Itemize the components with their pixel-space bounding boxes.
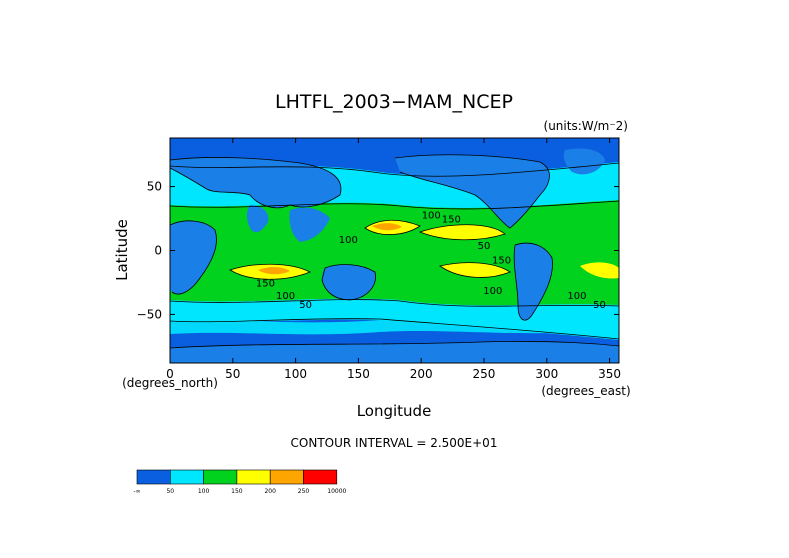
colorbar-level-label: 50: [166, 488, 174, 495]
contour-label: 50: [593, 300, 606, 311]
colorbar-swatch: [203, 469, 238, 485]
flux-band-200-south-atl: [580, 262, 619, 279]
flux-band-200-east-pac: [440, 262, 510, 278]
contour-lines: [170, 154, 619, 349]
colorbar-level-label: 100: [198, 488, 210, 495]
x-tick-label: 150: [347, 367, 370, 381]
coastline: [170, 157, 342, 209]
coastline: [321, 264, 376, 301]
contour-label: 150: [442, 214, 461, 225]
x-tick-label: 250: [473, 367, 496, 381]
colorbar-level-label: -∞: [133, 488, 140, 495]
x-axis: 0 50 100 150 200 250 300 350: [166, 138, 621, 381]
x-tick-label: 0: [166, 367, 174, 381]
contour-label: 50: [478, 241, 491, 252]
x-tick-label: 200: [410, 367, 433, 381]
contour-label: 100: [483, 286, 502, 297]
x-axis-label: Longitude: [357, 402, 432, 420]
contour-line: [170, 162, 619, 177]
colorbar-swatch: [236, 469, 271, 485]
y-tick-label: −50: [137, 307, 162, 321]
colorbar-level-label: 150: [231, 488, 243, 495]
colorbar-level-label: 200: [264, 488, 276, 495]
land-india: [247, 205, 269, 233]
land-africa: [170, 220, 217, 295]
colorbar-swatch: [303, 469, 338, 485]
x-tick-label: 100: [284, 367, 307, 381]
colorbar-swatch: [269, 469, 304, 485]
flux-band-250-south: [258, 267, 290, 275]
colorbar-swatch: [170, 469, 204, 485]
contour-line: [229, 263, 311, 280]
units-label: (units:W/m⁻2): [544, 119, 628, 133]
y-tick-label: 50: [147, 180, 162, 194]
x-tick-label: 350: [598, 367, 621, 381]
contour-label: 50: [299, 300, 312, 311]
flux-band-250: [372, 223, 402, 231]
colorbar-level-label: 10000: [327, 488, 346, 495]
land-antarctica: [170, 341, 619, 363]
contour-label: 100: [276, 291, 295, 302]
y-axis: 50 0 −50: [137, 180, 619, 321]
contour-line: [418, 224, 506, 241]
contour-label: 150: [256, 278, 275, 289]
x-tick-label: 300: [535, 367, 558, 381]
colorbar-swatch: [136, 469, 171, 485]
x-units-note: (degrees_east): [541, 384, 630, 398]
contour-interval: CONTOUR INTERVAL = 2.500E+01: [291, 436, 498, 450]
contour-line: [170, 200, 619, 210]
x-tick-label: 50: [225, 367, 240, 381]
contour-line: [439, 262, 511, 278]
flux-band-200-pacific: [420, 224, 505, 240]
flux-band-100: [170, 200, 619, 306]
land-australia: [322, 264, 376, 300]
contour-line: [170, 318, 619, 340]
flux-band-southern: [170, 318, 619, 335]
coastline: [394, 154, 550, 229]
contour-line: [170, 299, 619, 307]
contour-label: 100: [567, 291, 586, 302]
land-eurasia: [170, 157, 341, 208]
contour-line: [364, 219, 421, 235]
contour-label: 100: [422, 211, 441, 222]
y-units-note: (degrees_north): [122, 376, 218, 390]
land-se-asia: [289, 207, 330, 242]
coastline: [170, 341, 619, 349]
y-axis-label: Latitude: [113, 219, 131, 281]
contour-label: 150: [492, 255, 511, 266]
colorbar-level-label: 250: [298, 488, 310, 495]
coastline: [513, 242, 553, 321]
chart-title: LHTFL_2003−MAM_NCEP: [275, 91, 513, 113]
y-tick-label: 0: [154, 244, 162, 258]
land-south-america: [514, 243, 553, 321]
land-greenland: [563, 148, 605, 175]
contour-label: 100: [339, 235, 358, 246]
coastline: [170, 220, 217, 295]
colorbar: -∞ 50 100 150 200 250 10000: [133, 469, 347, 495]
